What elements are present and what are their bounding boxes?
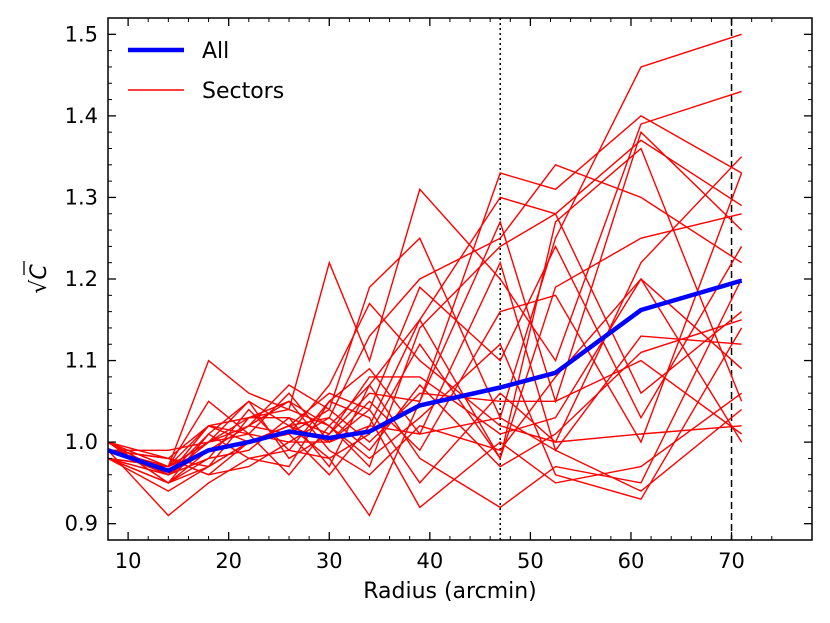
x-tick-label: 10: [115, 549, 142, 573]
y-tick-label: 1.5: [65, 22, 98, 46]
sector-line: [108, 213, 742, 476]
sector-line: [108, 163, 742, 460]
x-tick-label: 60: [618, 549, 645, 573]
sector-line: [108, 90, 742, 468]
sector-line: [108, 244, 743, 484]
y-tick-label: 1.1: [65, 349, 98, 373]
y-tick-label: 0.9: [65, 512, 98, 536]
plot-area: [108, 18, 743, 540]
sector-line: [108, 130, 743, 492]
sector-line: [108, 212, 743, 476]
sector-line: [108, 327, 743, 501]
legend-label-all: All: [202, 39, 229, 64]
y-tick-label: 1.4: [65, 104, 98, 128]
y-tick-label: 1.3: [65, 185, 98, 209]
sector-line: [108, 392, 742, 485]
x-tick-label: 50: [517, 549, 544, 573]
sector-line: [108, 260, 742, 517]
all-line: [108, 278, 743, 473]
x-tick-label: 20: [215, 549, 242, 573]
legend: All Sectors: [128, 39, 284, 104]
axes: 10 20 30 40 50 60 70 0.9 1.0 1.1 1.2 1.3 1.4 1.5 Radiu…: [23, 17, 813, 604]
sector-line: [108, 115, 742, 517]
x-tick-label: 40: [416, 549, 443, 573]
y-axis-label: √C: [27, 264, 52, 294]
legend-label-sectors: Sectors: [202, 79, 284, 104]
x-tick-label: 70: [718, 549, 745, 573]
y-tick-label: 1.2: [65, 267, 98, 291]
sector-line: [108, 392, 743, 509]
x-tick-label: 30: [316, 549, 343, 573]
sector-line: [108, 408, 743, 492]
x-axis-label: Radius (arcmin): [363, 579, 537, 604]
y-tick-label: 1.0: [65, 430, 98, 454]
